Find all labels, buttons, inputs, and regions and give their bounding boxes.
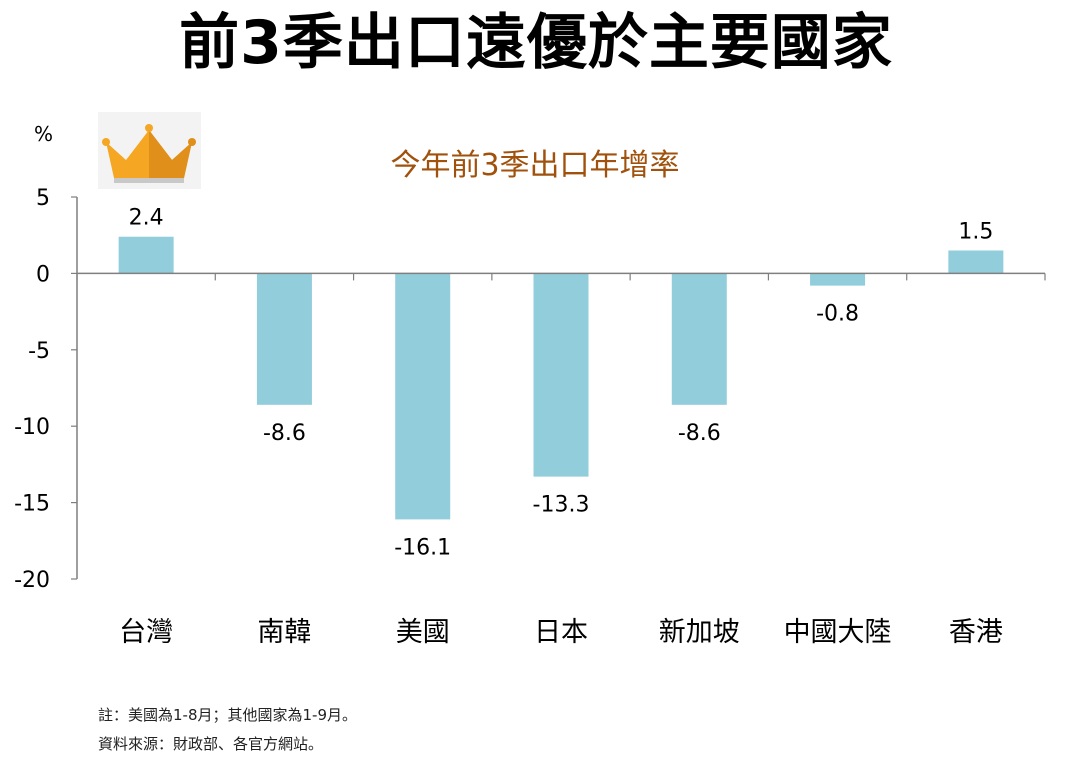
footnote-source: 資料來源：財政部、各官方網站。	[98, 735, 324, 753]
data-label: 1.5	[958, 219, 993, 244]
page-title: 前3季出口遠優於主要國家	[179, 8, 893, 78]
bar-1	[118, 236, 174, 274]
bar-5	[671, 273, 727, 405]
y-tick-label: -20	[14, 568, 50, 593]
bar-chart: 5 0 -5 -10 -15 -20 2.4 -8.6 -16.1 -13.3 -8.6 -0.8 1…	[14, 186, 1046, 648]
y-tick-label: 0	[36, 262, 50, 287]
x-category-label: 日本	[534, 617, 588, 648]
y-tick-label: 5	[36, 186, 50, 211]
data-label: -8.6	[263, 421, 306, 446]
chart-title: 今年前3季出口年增率	[390, 148, 680, 183]
x-category-label: 香港	[949, 617, 1003, 648]
y-tick-label: -15	[14, 492, 50, 517]
crown-icon	[98, 112, 201, 189]
data-label: -13.3	[533, 493, 590, 518]
x-category-label: 美國	[396, 617, 450, 648]
x-category-label: 新加坡	[659, 617, 740, 648]
y-tick-label: -5	[28, 339, 50, 364]
bar-4	[533, 273, 589, 477]
bar-7	[948, 250, 1004, 274]
bar-2	[256, 273, 312, 405]
x-category-label: 中國大陸	[784, 617, 892, 648]
x-category-label: 南韓	[257, 617, 311, 648]
y-unit-label: %	[34, 122, 54, 146]
y-tick-label: -10	[14, 415, 50, 440]
footnote-note: 註：美國為1-8月；其他國家為1-9月。	[98, 706, 358, 724]
data-label: -8.6	[678, 421, 721, 446]
data-label: -16.1	[394, 535, 451, 560]
bar-3	[395, 273, 451, 520]
x-category-label: 台灣	[119, 617, 173, 648]
data-label: 2.4	[129, 206, 164, 231]
data-label: -0.8	[816, 302, 859, 327]
bar-6	[810, 273, 866, 286]
